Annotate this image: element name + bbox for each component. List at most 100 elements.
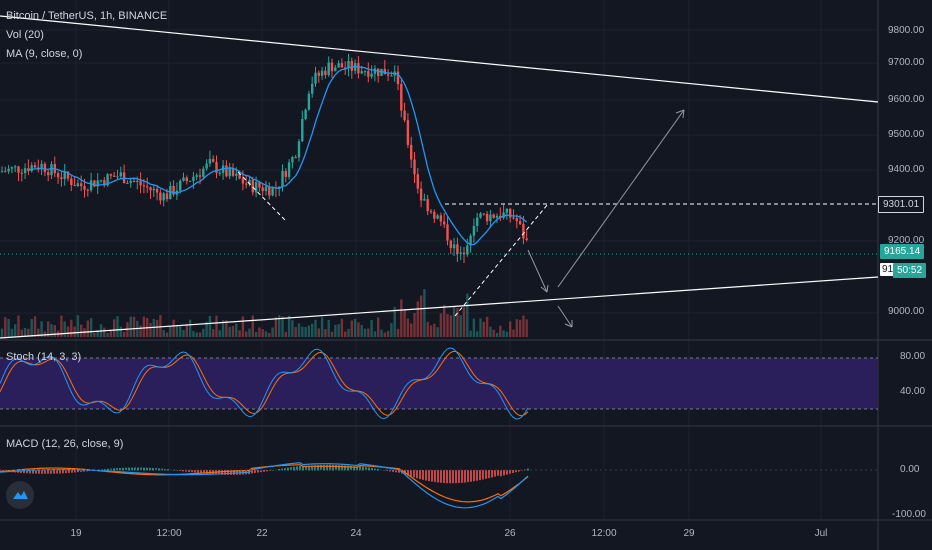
candle-body	[317, 72, 320, 76]
macd-histogram-bar	[32, 470, 34, 474]
macd-histogram-bar	[140, 467, 142, 471]
macd-histogram-bar	[0, 470, 1, 472]
symbol-title[interactable]: Bitcoin / TetherUS, 1h, BINANCE	[6, 10, 168, 22]
macd-histogram-bar	[122, 467, 124, 471]
candle-body	[142, 185, 146, 187]
volume-bar	[317, 328, 320, 337]
moving-average-label[interactable]: MA (9, close, 0)	[6, 48, 83, 60]
horizontal-level-tag[interactable]: 9301.01	[878, 196, 925, 213]
candle-body	[208, 159, 212, 164]
candle-body	[436, 215, 439, 219]
stochastic-label[interactable]: Stoch (14, 3, 3)	[6, 351, 82, 363]
arrow-head	[540, 284, 549, 293]
macd-histogram-bar	[440, 470, 442, 483]
candle-body	[17, 166, 20, 173]
candle-body	[291, 157, 294, 163]
volume-bar	[251, 315, 254, 337]
macd-histogram-bar	[119, 467, 121, 471]
volume-bar	[324, 328, 327, 337]
volume-bar	[10, 328, 14, 337]
volume-bar	[268, 332, 271, 337]
candle-body	[172, 186, 175, 195]
macd-histogram-bar	[335, 464, 337, 471]
candle-body	[410, 144, 413, 160]
partial-price-tag: 91	[880, 263, 896, 276]
volume-bar	[212, 329, 215, 337]
price-tick: 9600.00	[888, 94, 925, 105]
macd-histogram-bar	[260, 470, 262, 473]
volume-bar	[466, 293, 469, 337]
macd-histogram-bar	[47, 470, 49, 474]
volume-bar	[370, 319, 373, 337]
macd-histogram-bar	[35, 470, 37, 474]
macd-histogram-bar	[59, 470, 61, 474]
macd-histogram-bar	[302, 466, 304, 471]
volume-bar	[264, 331, 268, 337]
time-tick: 24	[350, 528, 362, 539]
volume-bar	[225, 320, 228, 337]
candle-body	[416, 174, 419, 189]
macd-histogram-bar	[383, 469, 385, 471]
candle-body	[301, 118, 304, 142]
projection-line	[454, 203, 549, 317]
macd-histogram-bar	[488, 470, 490, 479]
volume-bar	[393, 306, 396, 337]
stoch-tick: 80.00	[900, 351, 926, 362]
macd-histogram-bar	[395, 470, 397, 473]
macd-histogram-bar	[470, 470, 472, 482]
candle-body	[443, 221, 446, 225]
candle-body	[14, 166, 17, 168]
macd-label[interactable]: MACD (12, 26, close, 9)	[6, 438, 124, 450]
macd-histogram-bar	[284, 468, 286, 471]
volume-bar	[162, 329, 165, 337]
macd-histogram-bar	[254, 470, 256, 473]
candle-body	[93, 180, 96, 187]
volume-bar	[462, 307, 466, 337]
volume-bar	[353, 318, 357, 337]
candle-body	[129, 180, 132, 183]
macd-histogram-bar	[236, 470, 238, 475]
macd-histogram-bar	[356, 466, 358, 471]
down-arrow-line	[557, 305, 573, 328]
volume-bar	[518, 319, 522, 337]
candle-body	[96, 180, 99, 187]
candle-body	[76, 183, 80, 187]
candle-body	[449, 240, 452, 249]
macd-histogram-bar	[128, 467, 130, 471]
candle-body	[40, 163, 43, 169]
volume-bar	[76, 315, 80, 337]
macd-histogram-bar	[257, 470, 259, 473]
stoch-tick: 40.00	[900, 386, 926, 397]
volume-bar	[205, 321, 208, 337]
macd-histogram-bar	[347, 465, 349, 471]
macd-histogram-bar	[272, 469, 274, 471]
volume-bar	[469, 330, 472, 337]
candle-body	[271, 187, 274, 196]
candle-body	[30, 165, 33, 172]
volume-bar	[96, 330, 99, 337]
volume-bar	[479, 318, 482, 337]
volume-bar	[142, 316, 146, 337]
candle-body	[518, 221, 522, 225]
volume-bar	[20, 329, 23, 337]
volume-bar	[73, 326, 76, 337]
volume-bar	[291, 320, 294, 337]
candle-body	[0, 171, 4, 173]
macd-histogram-bar	[86, 470, 88, 472]
volume-indicator-label[interactable]: Vol (20)	[6, 29, 44, 41]
volume-bar	[132, 316, 136, 337]
candle-body	[258, 182, 261, 188]
candle-body	[205, 163, 208, 169]
macd-histogram-bar	[68, 470, 70, 473]
volume-bar	[93, 332, 96, 337]
macd-histogram-bar	[494, 470, 496, 477]
candle-body	[202, 168, 205, 177]
tradingview-logo-icon[interactable]	[6, 481, 34, 509]
volume-bar	[159, 315, 162, 337]
macd-histogram-bar	[410, 470, 412, 477]
volume-bar	[505, 331, 509, 337]
candle-body	[56, 173, 60, 178]
macd-histogram-bar	[491, 470, 493, 478]
